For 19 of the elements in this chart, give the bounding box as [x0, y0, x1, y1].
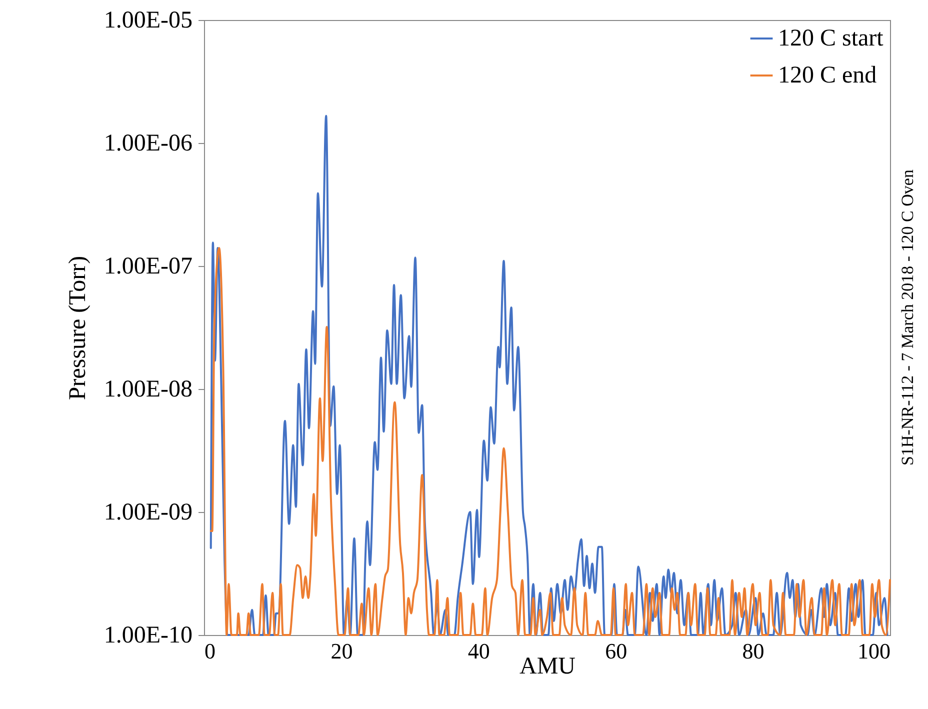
- line-series: [210, 247, 891, 636]
- legend-label: 120 C end: [778, 62, 877, 88]
- y-tick-label: 1.00E-08: [104, 376, 192, 402]
- x-tick-label: 60: [605, 638, 628, 664]
- y-tick-label: 1.00E-06: [104, 130, 192, 156]
- legend-label: 120 C start: [778, 26, 884, 52]
- y-tick-label: 1.00E-10: [104, 622, 192, 648]
- line-series: [210, 114, 888, 636]
- x-tick-label: 20: [330, 638, 353, 664]
- y-tick-label: 1.00E-05: [104, 8, 192, 34]
- y-axis-title: Pressure (Torr): [64, 256, 91, 400]
- x-tick-label: 80: [742, 638, 764, 664]
- x-axis-title: AMU: [519, 654, 576, 680]
- x-tick-label: 100: [858, 638, 890, 664]
- y-tick-label: 1.00E-07: [104, 254, 192, 280]
- text: S1H-NR-112 - 7 March 2018 - 120 C Oven: [898, 169, 917, 466]
- y-tick-label: 1.00E-09: [104, 500, 192, 526]
- x-tick-label: 0: [204, 638, 216, 664]
- x-tick-label: 40: [468, 638, 490, 664]
